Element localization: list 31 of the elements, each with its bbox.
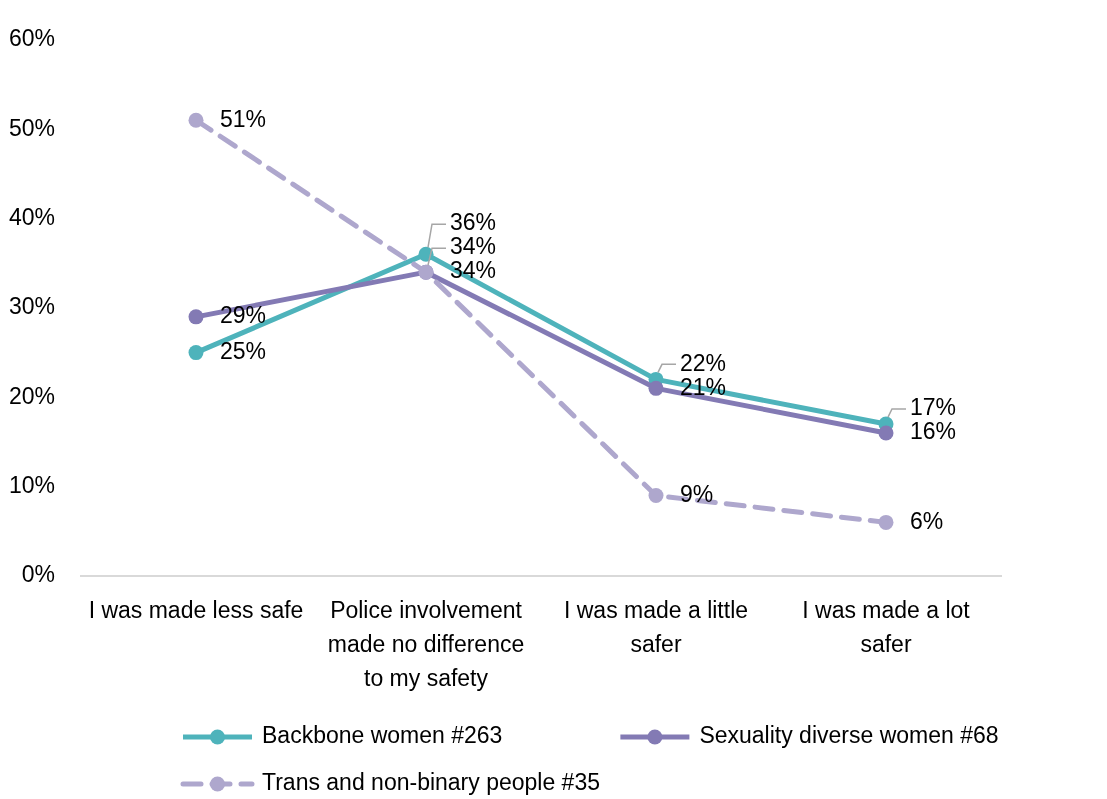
point: [648, 488, 664, 504]
point: [878, 514, 894, 530]
x-tick-label: Police involvement made no difference to my safety: [327, 597, 525, 692]
y-tick-label: 20%: [8, 382, 55, 409]
data-label: 9%: [680, 480, 714, 507]
data-label: 25%: [220, 337, 267, 364]
legend-label: Backbone women #263: [262, 722, 503, 749]
legend-label: Trans and non-binary people #35: [262, 769, 600, 796]
data-label: 16%: [910, 418, 957, 445]
data-label: 51%: [220, 105, 267, 132]
point: [188, 112, 204, 128]
x-tick-label: I was made less safe: [88, 597, 304, 624]
legend-label: Sexuality diverse women #68: [699, 722, 999, 749]
x-tick-label: I was made a lot safer: [802, 597, 971, 658]
data-label: 17%: [910, 394, 957, 421]
y-tick-label: 0%: [21, 561, 55, 588]
y-tick-label: 60%: [8, 25, 55, 52]
point: [648, 380, 664, 396]
x-tick-label: I was made a little safer: [563, 597, 749, 658]
data-label: 29%: [220, 302, 267, 329]
y-tick-label: 40%: [8, 203, 55, 230]
point: [188, 309, 204, 325]
point: [188, 345, 204, 361]
data-label: 22%: [680, 349, 727, 376]
data-label: 36%: [450, 209, 497, 236]
y-tick-label: 10%: [8, 471, 55, 498]
data-label: 6%: [910, 507, 944, 534]
y-tick-label: 30%: [8, 293, 55, 320]
y-tick-label: 50%: [8, 114, 55, 141]
data-label: 34%: [450, 233, 497, 260]
point: [878, 425, 894, 441]
